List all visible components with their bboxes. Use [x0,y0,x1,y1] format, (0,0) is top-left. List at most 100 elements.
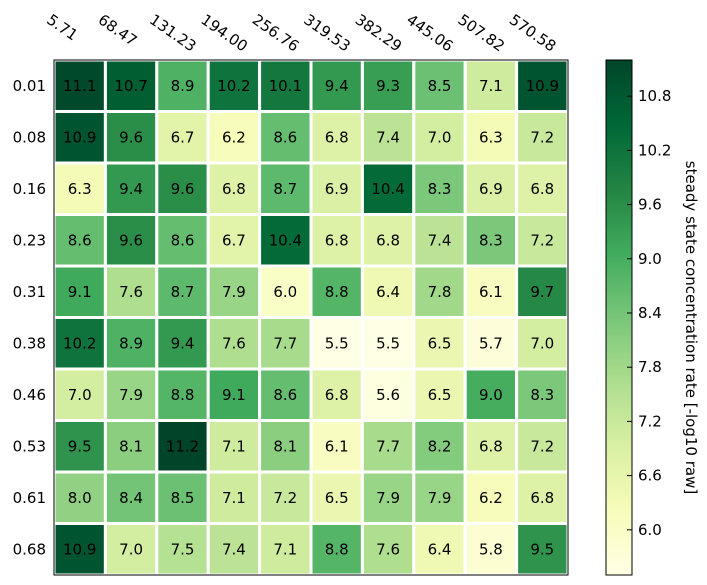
cell-value-label: 9.6 [119,128,143,146]
cell-value-label: 8.5 [171,489,195,507]
cell-value-label: 6.8 [530,489,554,507]
cell-value-label: 6.8 [325,386,349,404]
cell-value-label: 6.8 [530,180,554,198]
cell-value-label: 9.5 [68,437,92,455]
cell-value-label: 7.2 [273,489,297,507]
y-tick-label: 0.46 [13,386,46,404]
x-tick-label: 194.00 [198,11,251,56]
heatmap-cell [463,110,519,165]
cell-value-label: 8.9 [171,77,195,95]
y-tick-label: 0.08 [13,128,46,146]
cell-value-label: 7.7 [273,334,297,352]
cell-value-label: 8.9 [119,334,143,352]
cell-value-label: 9.6 [119,231,143,249]
cell-value-label: 10.2 [217,77,250,95]
heatmap-cell [309,367,364,422]
cell-value-label: 10.7 [114,77,147,95]
cell-value-label: 9.4 [119,180,143,198]
cell-value-label: 9.3 [376,77,400,95]
cell-value-label: 8.8 [325,540,349,558]
cell-value-label: 6.1 [479,283,503,301]
cell-value-label: 6.3 [68,180,92,198]
cell-value-label: 7.0 [428,128,452,146]
colorbar-tick-label: 7.8 [638,358,662,376]
cell-value-label: 6.5 [325,489,349,507]
colorbar-tick-label: 7.2 [638,412,662,430]
cell-value-label: 10.9 [63,128,96,146]
heatmap-cell [360,110,416,165]
colorbar-tick-label: 8.4 [638,304,662,322]
x-tick-label: 507.82 [455,11,508,56]
cell-value-label: 10.4 [269,231,302,249]
cell-value-label: 9.6 [171,180,195,198]
cell-value-label: 6.7 [171,128,195,146]
cell-value-label: 7.9 [428,489,452,507]
cell-value-label: 6.2 [479,489,503,507]
cell-value-label: 8.4 [119,489,143,507]
cell-value-label: 7.1 [222,437,246,455]
cell-value-label: 7.8 [428,283,452,301]
cell-value-label: 6.8 [222,180,246,198]
cell-value-label: 8.0 [68,489,92,507]
heatmap-cell [412,264,467,319]
cell-value-label: 8.5 [428,77,452,95]
heatmap-cell [360,419,416,474]
heatmap-cell [309,213,364,268]
cell-value-label: 5.8 [479,540,503,558]
x-tick-label: 319.53 [300,11,353,56]
y-tick-label: 0.38 [13,334,46,352]
cell-value-label: 7.9 [119,386,143,404]
heatmap-cell [103,470,159,525]
colorbar: 6.0 6.6 7.2 7.8 8.4 9.0 9.6 10.2 10.8 steady sta… [605,59,700,576]
cell-value-label: 8.3 [479,231,503,249]
cell-value-label: 8.7 [171,283,195,301]
heatmap-cell [412,58,467,113]
heatmap-cell [155,161,210,216]
cell-value-label: 6.8 [376,231,400,249]
cell-value-label: 9.4 [171,334,195,352]
cell-value-label: 5.7 [479,334,503,352]
colorbar-tick-label: 6.6 [638,467,662,485]
colorbar-gradient [605,59,633,576]
cell-value-label: 10.9 [63,540,96,558]
cell-value-label: 9.1 [222,386,246,404]
cell-value-label: 8.3 [530,386,554,404]
cell-value-label: 7.9 [222,283,246,301]
x-tick-label: 131.23 [146,11,199,56]
y-tick-label: 0.68 [13,540,46,558]
cell-value-label: 7.0 [119,540,143,558]
heatmap-cell [52,316,107,371]
colorbar-tick-label: 10.8 [638,87,671,105]
heatmap-cell [206,367,262,422]
heatmap-cell [463,470,519,525]
cell-value-label: 7.7 [376,437,400,455]
cell-value-label: 8.6 [273,128,297,146]
heatmap-cell [463,367,519,422]
cell-value-label: 9.0 [479,386,503,404]
heatmap-cell [309,264,364,319]
heatmap-cell [206,316,262,371]
cell-value-label: 6.5 [428,334,452,352]
cell-value-label: 6.8 [325,231,349,249]
y-tick-label: 0.31 [13,283,46,301]
cell-value-label: 8.2 [428,437,452,455]
cell-value-label: 6.0 [273,283,297,301]
cell-value-label: 6.7 [222,231,246,249]
cell-value-label: 7.6 [119,283,143,301]
heatmap-cell [515,110,570,165]
heatmap-cell [463,419,519,474]
heatmap-cell [463,316,519,371]
x-tick-label: 445.06 [403,11,456,56]
cell-value-label: 6.9 [479,180,503,198]
cell-value-label: 6.9 [325,180,349,198]
cell-value-label: 8.8 [171,386,195,404]
cell-value-label: 7.1 [222,489,246,507]
heatmap-cell [52,367,107,422]
cell-value-label: 9.4 [325,77,349,95]
cell-value-label: 7.1 [479,77,503,95]
cell-value-label: 7.9 [376,489,400,507]
cell-value-label: 8.8 [325,283,349,301]
cell-value-label: 11.2 [166,437,199,455]
y-tick-labels: 0.01 0.08 0.16 0.23 0.31 0.38 0.46 0.53 0.61 0.68 [13,77,46,559]
